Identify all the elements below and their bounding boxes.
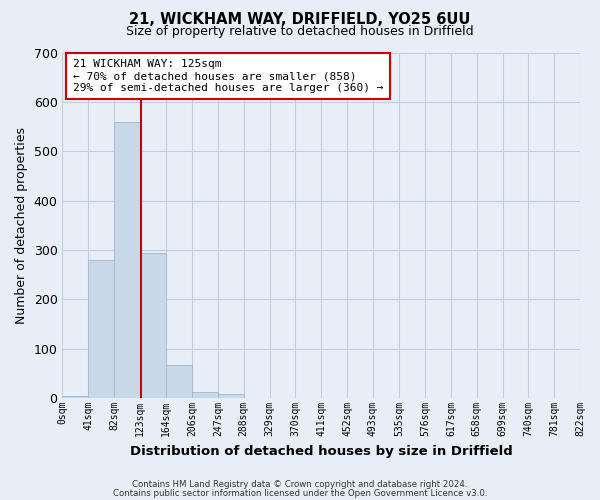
Text: Size of property relative to detached houses in Driffield: Size of property relative to detached ho… [126,25,474,38]
Text: Contains HM Land Registry data © Crown copyright and database right 2024.: Contains HM Land Registry data © Crown c… [132,480,468,489]
Bar [140,254,166,398]
Bar [88,260,114,398]
Y-axis label: Number of detached properties: Number of detached properties [15,127,28,324]
Text: 21 WICKHAM WAY: 125sqm
← 70% of detached houses are smaller (858)
29% of semi-de: 21 WICKHAM WAY: 125sqm ← 70% of detached… [73,60,383,92]
Bar [192,392,218,398]
Bar [166,364,192,398]
Text: 21, WICKHAM WAY, DRIFFIELD, YO25 6UU: 21, WICKHAM WAY, DRIFFIELD, YO25 6UU [130,12,470,28]
Bar [62,396,88,398]
Text: Contains public sector information licensed under the Open Government Licence v3: Contains public sector information licen… [113,488,487,498]
X-axis label: Distribution of detached houses by size in Driffield: Distribution of detached houses by size … [130,444,512,458]
Bar [218,394,244,398]
Bar [114,122,140,398]
